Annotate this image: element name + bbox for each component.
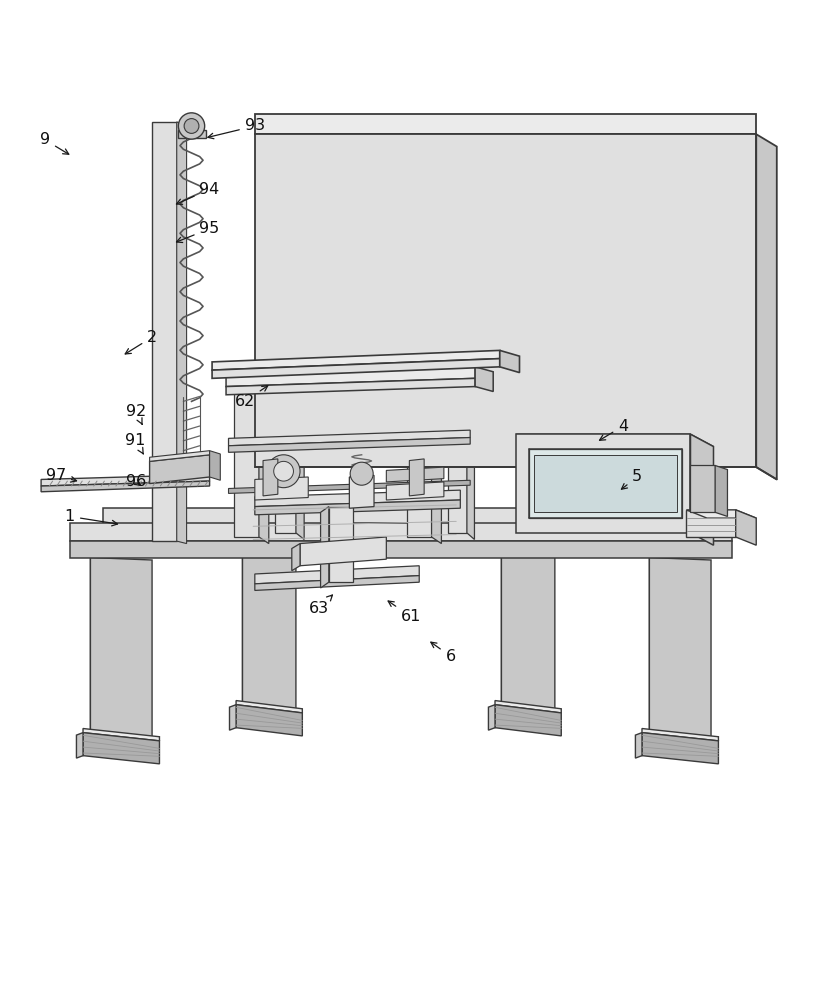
Polygon shape [255,566,419,584]
Text: 94: 94 [177,182,219,204]
Polygon shape [407,385,432,537]
Circle shape [184,119,199,133]
Polygon shape [229,430,470,446]
Polygon shape [226,367,475,387]
Polygon shape [756,134,777,479]
Polygon shape [255,114,756,134]
Text: 2: 2 [125,330,157,354]
Polygon shape [210,451,220,480]
Polygon shape [516,434,690,533]
Polygon shape [349,475,374,508]
Text: 95: 95 [177,221,219,243]
Polygon shape [255,134,756,467]
Polygon shape [41,475,210,486]
Polygon shape [255,576,419,590]
Polygon shape [642,733,718,764]
Polygon shape [212,359,500,378]
Polygon shape [321,507,329,588]
Polygon shape [70,523,732,541]
Polygon shape [275,378,296,533]
Polygon shape [488,705,495,730]
Polygon shape [83,733,159,764]
Polygon shape [516,434,713,447]
Polygon shape [229,438,470,452]
Polygon shape [234,385,259,537]
Polygon shape [501,522,520,708]
Polygon shape [70,541,732,558]
Polygon shape [448,378,467,533]
Polygon shape [90,558,152,744]
Polygon shape [150,451,210,461]
Polygon shape [690,465,715,512]
Polygon shape [329,507,353,582]
Text: 9: 9 [40,132,69,154]
Polygon shape [690,434,713,545]
Text: 62: 62 [235,386,268,409]
Polygon shape [501,525,555,716]
Polygon shape [103,537,715,549]
Polygon shape [467,378,474,539]
Text: 5: 5 [621,469,642,489]
Circle shape [350,462,373,485]
Polygon shape [41,481,210,492]
Polygon shape [178,130,206,138]
Polygon shape [242,525,296,716]
Polygon shape [529,449,682,518]
Polygon shape [103,508,715,537]
Circle shape [267,455,300,488]
Text: 4: 4 [599,419,628,440]
Polygon shape [475,367,493,391]
Polygon shape [635,733,642,758]
Polygon shape [300,537,386,566]
Polygon shape [226,378,475,395]
Polygon shape [259,385,269,544]
Polygon shape [236,701,302,713]
Polygon shape [296,378,304,539]
Polygon shape [686,510,736,537]
Polygon shape [255,477,308,500]
Polygon shape [534,455,677,512]
Polygon shape [409,459,424,496]
Polygon shape [649,558,711,744]
Polygon shape [150,455,210,484]
Polygon shape [386,467,444,482]
Polygon shape [212,350,500,370]
Polygon shape [255,500,460,515]
Polygon shape [76,733,83,758]
Polygon shape [90,555,112,736]
Polygon shape [229,705,236,730]
Polygon shape [242,522,261,708]
Polygon shape [83,729,159,741]
Polygon shape [263,459,278,496]
Polygon shape [736,510,756,545]
Polygon shape [386,482,444,500]
Polygon shape [500,350,520,373]
Polygon shape [686,510,756,518]
Polygon shape [715,465,727,516]
Text: 1: 1 [65,509,118,526]
Circle shape [274,461,293,481]
Polygon shape [152,122,177,541]
Text: 96: 96 [126,474,145,489]
Text: 63: 63 [309,595,332,616]
Polygon shape [495,701,561,713]
Polygon shape [236,705,302,736]
Polygon shape [292,544,300,571]
Text: 93: 93 [208,118,265,139]
Polygon shape [642,729,718,741]
Polygon shape [177,122,187,544]
Polygon shape [649,555,671,736]
Polygon shape [255,490,460,507]
Text: 91: 91 [126,433,145,454]
Text: 92: 92 [126,404,145,424]
Text: 97: 97 [46,468,76,483]
Circle shape [178,113,205,139]
Text: 6: 6 [431,642,455,664]
Polygon shape [229,480,470,493]
Polygon shape [432,385,441,544]
Text: 61: 61 [388,601,421,624]
Polygon shape [495,705,561,736]
